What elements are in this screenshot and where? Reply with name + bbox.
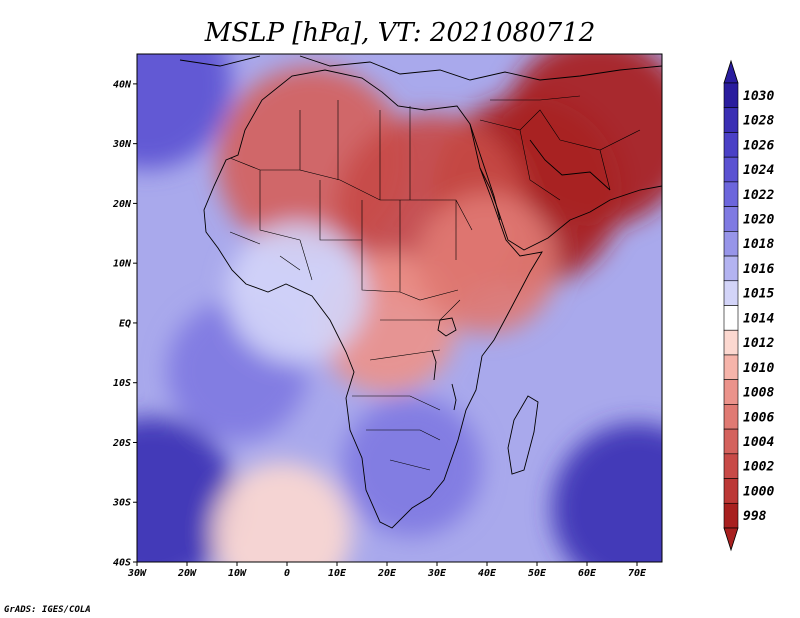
plot-frame: [136, 53, 663, 563]
colorbar-top-triangle: [723, 59, 739, 84]
colorbar-swatch: [723, 453, 739, 479]
red-sea-coast: [469, 123, 501, 221]
pressure-feature-6: [137, 417, 237, 562]
chart-title: MSLP [hPa], VT: 2021080712: [204, 18, 595, 48]
colorbar-swatch: [723, 156, 739, 183]
y-tick-label: 30S: [112, 498, 131, 509]
x-tick-label: 0: [284, 568, 290, 579]
y-tick-label: EQ: [119, 318, 131, 329]
colorbar-label: 1000: [743, 484, 774, 499]
colorbar-label: 1014: [743, 311, 774, 326]
colorbar-label: 1015: [743, 287, 774, 302]
colorbar-swatch: [723, 132, 739, 158]
pressure-feature-11: [212, 462, 352, 562]
coastlines-and-borders: [179, 55, 662, 529]
colorbar-label: 1024: [743, 163, 774, 178]
colorbar-label: 998: [743, 509, 767, 524]
y-tick-label: 20S: [112, 438, 131, 449]
colorbar: 1030 1028 1026 1024 1022 1020 1018 1016 1015 1014…: [723, 59, 774, 552]
madagascar-coastline: [507, 395, 539, 475]
colorbar-label: 1018: [743, 237, 774, 252]
colorbar-swatch: [723, 428, 739, 455]
colorbar-swatch: [723, 181, 739, 207]
x-tick-label: 30W: [127, 568, 147, 579]
persian-gulf-coast: [529, 139, 611, 191]
y-tick-label: 10N: [113, 259, 132, 270]
europe-coastline: [179, 55, 662, 81]
mideast-borders: [479, 95, 641, 201]
colorbar-label: 1002: [743, 460, 774, 475]
x-tick-label: 10E: [328, 568, 347, 579]
colorbar-swatch: [723, 280, 739, 306]
x-tick-label: 40E: [478, 568, 497, 579]
y-tick-label: 40N: [113, 79, 132, 90]
colorbar-label: 1004: [743, 435, 774, 450]
colorbar-swatch: [723, 255, 739, 282]
colorbar-swatch: [723, 231, 739, 257]
colorbar-label: 1008: [743, 386, 774, 401]
lake-victoria: [437, 317, 457, 337]
x-tick-label: 70E: [628, 568, 647, 579]
colorbar-swatch: [723, 404, 739, 430]
y-tick-label: 30N: [112, 139, 132, 150]
colorbar-swatch: [723, 305, 739, 331]
pressure-feature-7: [552, 423, 662, 562]
colorbar-label: 1030: [743, 89, 774, 104]
colorbar-label: 1006: [743, 410, 774, 425]
colorbar-label: 1028: [743, 114, 774, 129]
colorbar-swatch: [723, 206, 739, 232]
colorbar-swatch: [723, 107, 739, 133]
colorbar-label: 1012: [743, 336, 774, 351]
pressure-feature-5: [417, 193, 557, 334]
pressure-feature-1: [502, 54, 662, 227]
pressure-feature-8: [137, 54, 232, 169]
x-tick-label: 50E: [528, 568, 547, 579]
y-axis: 40N 30N 20N 10N EQ 10S 20S 30S 40S: [112, 79, 137, 569]
africa-coastline: [203, 69, 543, 529]
colorbar-label: 1026: [743, 138, 774, 153]
grads-credit: GrADS: IGES/COLA: [4, 605, 91, 615]
x-tick-label: 30E: [427, 568, 447, 579]
y-tick-label: 20N: [112, 199, 132, 210]
colorbar-label: 1020: [743, 212, 774, 227]
colorbar-swatch: [723, 379, 739, 405]
colorbar-label: 1022: [743, 188, 774, 203]
colorbar-swatch: [723, 329, 739, 356]
pressure-feature-10: [342, 396, 482, 537]
pressure-feature-12: [227, 223, 367, 364]
x-tick-label: 20E: [377, 568, 397, 579]
lake-tanganyika: [431, 349, 437, 381]
colorbar-swatch: [723, 502, 739, 529]
pressure-field: [137, 54, 662, 562]
colorbar-swatch: [723, 82, 739, 109]
lake-malawi: [451, 383, 457, 411]
y-tick-label: 40S: [113, 558, 131, 569]
y-tick-label: 10S: [113, 378, 131, 389]
colorbar-label: 1016: [743, 262, 774, 277]
colorbar-label: 1010: [743, 361, 774, 376]
colorbar-bottom-triangle: [723, 527, 739, 552]
map-plot-area: [137, 54, 662, 562]
x-tick-label: 60E: [578, 568, 597, 579]
colorbar-swatch: [723, 354, 739, 380]
x-axis: 30W 20W 10W 0 10E 20E 30E 40E 50E 60E 70E: [127, 562, 647, 579]
x-tick-label: 20W: [177, 568, 197, 579]
colorbar-swatch: [723, 478, 739, 504]
x-tick-label: 10W: [228, 568, 247, 579]
